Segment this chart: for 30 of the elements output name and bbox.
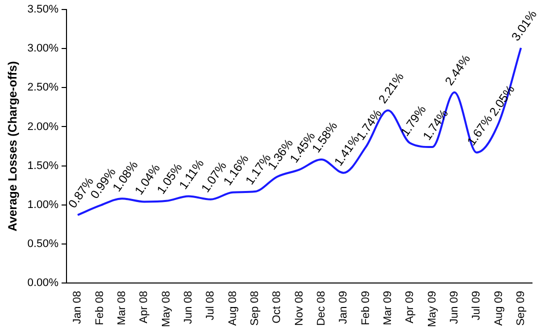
y-tick-label: 3.00% [27,42,59,55]
y-tick-label: 1.50% [27,160,59,172]
x-tick-label: Jul 08 [204,290,217,320]
x-tick-label: Jun 08 [182,290,195,324]
x-tick-label: Mar 08 [116,290,128,326]
x-tick-label: May 09 [426,290,438,328]
y-tick-label: 1.00% [27,198,59,211]
y-tick-label: 2.50% [27,82,59,94]
y-axis-title: Average Losses (Charge-offs) [6,61,20,232]
y-tick-label: 0.50% [27,238,59,250]
x-tick-label: Feb 08 [94,290,106,326]
x-tick-label: Feb 09 [360,290,372,326]
x-tick-label: Jul 09 [470,290,483,320]
x-tick-label: May 08 [160,290,172,328]
x-tick-label: Oct 08 [271,290,284,324]
x-tick-label: Sep 08 [249,290,261,326]
x-tick-label: Apr 08 [138,290,150,324]
x-tick-label: Sep 09 [514,290,527,326]
x-tick-label: Nov 08 [293,290,306,326]
x-tick-label: Apr 09 [404,290,416,324]
x-tick-label: Dec 08 [315,290,328,326]
y-tick-label: 2.00% [27,120,59,133]
x-tick-label: Aug 09 [492,290,505,326]
x-tick-label: Mar 09 [382,290,394,326]
x-tick-label: Aug 08 [226,290,239,326]
x-tick-label: Jun 09 [448,290,460,324]
x-tick-label: Jan 08 [72,290,84,324]
x-tick-label: Jan 09 [338,290,350,324]
y-tick-label: 3.50% [27,4,59,16]
y-tick-label: 0.00% [27,276,59,289]
